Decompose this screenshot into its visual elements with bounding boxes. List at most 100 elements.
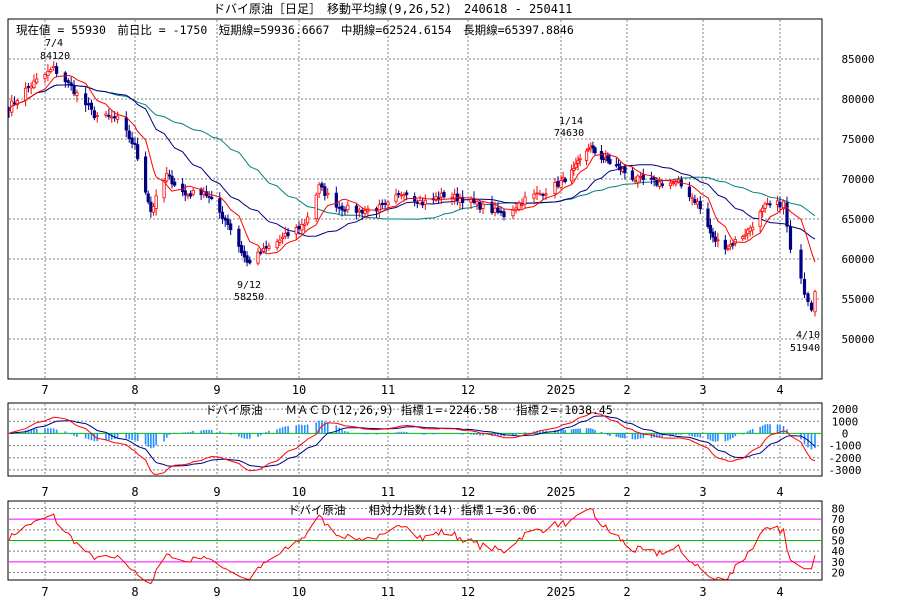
- candle-body: [439, 192, 443, 198]
- month-label: 2025: [547, 585, 576, 599]
- candle-body: [746, 229, 750, 235]
- candle-body: [731, 243, 735, 246]
- candle-body: [55, 66, 59, 74]
- candle-body: [46, 70, 50, 76]
- candle-body: [170, 175, 174, 185]
- candle-body: [520, 204, 524, 206]
- candle-body: [32, 80, 36, 89]
- candle-body: [623, 166, 627, 174]
- candle-body: [146, 193, 150, 203]
- candle-body: [12, 102, 17, 105]
- month-label: 9: [213, 383, 220, 397]
- candle-body: [423, 199, 427, 205]
- candle-body: [723, 239, 727, 250]
- candle-body: [256, 251, 260, 264]
- candle-body: [245, 255, 249, 263]
- candle-body: [354, 205, 359, 213]
- month-label: 4: [776, 383, 783, 397]
- candle-body: [763, 203, 767, 209]
- candle-body: [437, 197, 441, 200]
- candle-body: [149, 201, 153, 212]
- macd-y-tick-label: -2000: [828, 452, 861, 465]
- macd-x-axis-month-labels: 7 8 9 10 11 12 2025 2 3 4: [41, 485, 783, 499]
- rsi-title: ドバイ原油 相対力指数(14) 指標１=36.06: [288, 503, 537, 517]
- candle-body: [809, 302, 814, 311]
- candle-body: [340, 205, 344, 211]
- candle-body: [655, 179, 659, 186]
- candle-body: [43, 74, 47, 79]
- candle-body: [15, 100, 19, 106]
- candle-body: [239, 245, 244, 254]
- candle-body: [475, 201, 479, 205]
- candle-body: [657, 181, 662, 187]
- candle-body: [306, 216, 310, 224]
- macd-y-tick-label: 0: [842, 427, 849, 440]
- month-label: 10: [292, 485, 306, 499]
- candle-body: [511, 209, 515, 217]
- candle-body: [469, 199, 473, 203]
- candle-body: [698, 200, 702, 210]
- candle-body: [758, 211, 762, 227]
- candle-body: [343, 209, 347, 212]
- candle-body: [26, 86, 30, 88]
- candle-body: [633, 179, 637, 182]
- candle-body: [687, 186, 692, 198]
- price-y-tick-label: 80000: [841, 93, 874, 106]
- rsi-y-tick-label: 50: [831, 535, 844, 548]
- month-label: 10: [292, 383, 306, 397]
- candle-body: [741, 236, 745, 239]
- candle-body: [326, 192, 330, 196]
- candle-body: [346, 204, 350, 211]
- candle-body: [587, 148, 591, 151]
- candle-body: [478, 201, 482, 210]
- candle-body: [133, 142, 137, 145]
- candle-body: [107, 115, 111, 117]
- candle-body: [294, 227, 298, 235]
- macd-y-tick-label: 1000: [832, 415, 859, 428]
- candle-body: [380, 202, 384, 206]
- candle-body: [320, 183, 324, 188]
- candle-body: [383, 202, 387, 205]
- candle-body: [127, 130, 131, 139]
- candle-body: [561, 176, 565, 180]
- candle-body: [728, 244, 732, 247]
- candle-body: [124, 117, 128, 131]
- candle-body: [523, 196, 527, 205]
- candle-body: [220, 211, 225, 219]
- annotation-jan-high-date: 1/14: [559, 116, 583, 127]
- month-label: 2: [623, 585, 630, 599]
- candle-body: [532, 193, 536, 199]
- candle-body: [167, 174, 171, 177]
- candle-body: [544, 193, 548, 196]
- candle-body: [442, 192, 446, 198]
- month-label: 3: [699, 485, 706, 499]
- candle-body: [761, 207, 765, 212]
- candle-body: [402, 194, 406, 197]
- candle-body: [275, 241, 279, 249]
- rsi-series: [8, 508, 816, 585]
- candle-body: [226, 218, 230, 225]
- candle-body: [641, 174, 645, 180]
- candle-body: [606, 155, 610, 162]
- candle-body: [115, 115, 120, 120]
- candle-body: [785, 202, 789, 227]
- candle-body: [676, 179, 681, 183]
- candle-body: [799, 249, 803, 279]
- candle-body: [210, 196, 214, 200]
- macd-y-tick-label: 2000: [832, 403, 859, 416]
- candle-body: [674, 180, 678, 185]
- candle-body: [183, 190, 187, 196]
- candle-body: [802, 278, 807, 295]
- candle-body: [576, 160, 580, 164]
- month-label: 7: [41, 485, 48, 499]
- month-label: 8: [131, 585, 138, 599]
- month-label: 2025: [547, 485, 576, 499]
- month-label: 2: [623, 485, 630, 499]
- candle-body: [690, 197, 694, 200]
- candle-body: [751, 226, 755, 231]
- candle-body: [538, 192, 542, 195]
- candle-body: [264, 246, 268, 249]
- candle-body: [357, 209, 361, 213]
- candle-body: [237, 228, 241, 247]
